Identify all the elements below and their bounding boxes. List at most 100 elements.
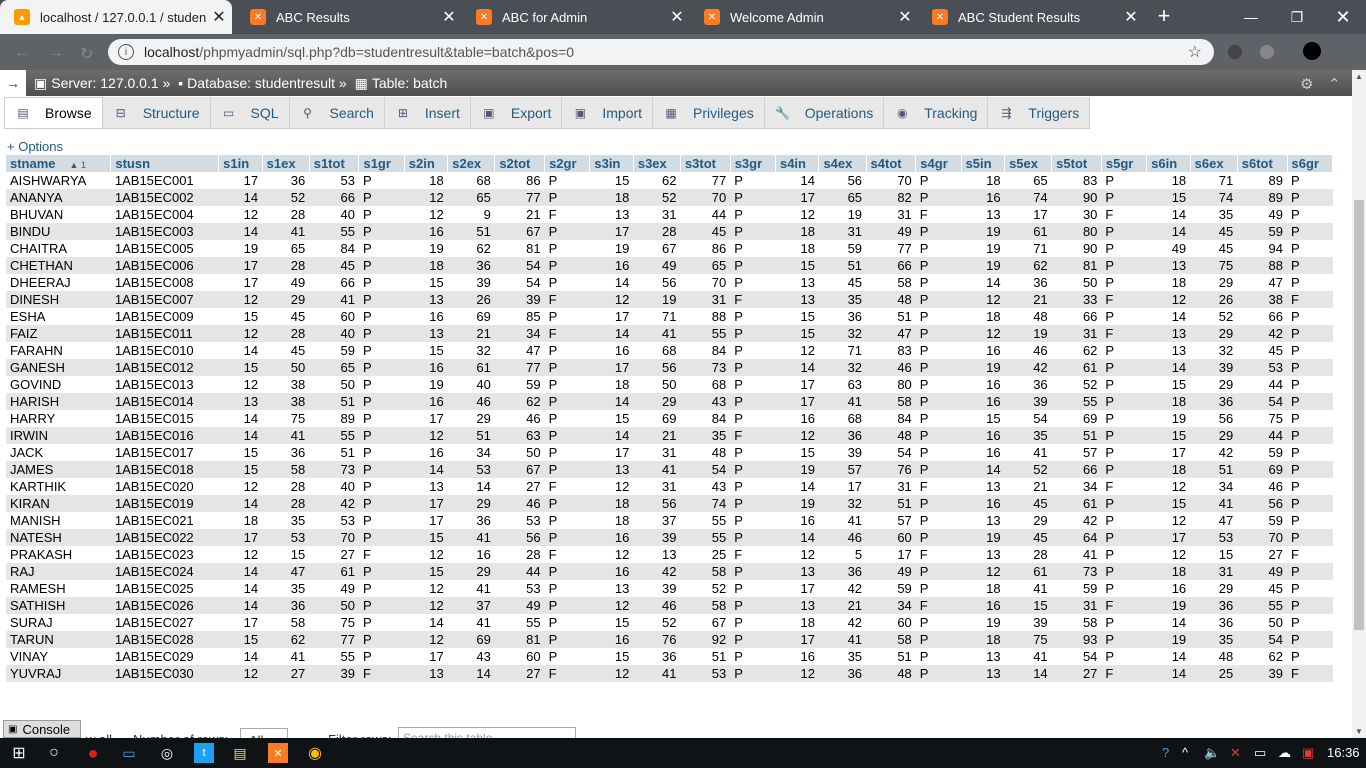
cell-s2ex[interactable]: 26 [447, 291, 495, 308]
cell-s5in[interactable]: 19 [961, 257, 1005, 274]
cell-stname[interactable]: VINAY [6, 648, 111, 665]
cell-s5in[interactable]: 12 [961, 563, 1005, 580]
cell-s6ex[interactable]: 25 [1190, 665, 1238, 682]
cell-s4ex[interactable]: 5 [818, 546, 867, 563]
cell-s1gr[interactable]: P [358, 359, 405, 376]
column-header-s1gr[interactable]: s1gr [358, 155, 405, 172]
cell-s1in[interactable]: 12 [218, 546, 263, 563]
cell-s5ex[interactable]: 41 [1004, 580, 1052, 597]
cell-stname[interactable]: GANESH [6, 359, 111, 376]
cell-s1in[interactable]: 12 [218, 376, 263, 393]
cell-s2tot[interactable]: 50 [494, 444, 545, 461]
cell-s5ex[interactable]: 17 [1004, 206, 1052, 223]
cell-s4gr[interactable]: P [915, 393, 962, 410]
tab-privileges[interactable]: ▦ Privileges [653, 97, 765, 128]
cell-s5tot[interactable]: 90 [1051, 189, 1102, 206]
cell-stname[interactable]: GOVIND [6, 376, 111, 393]
cell-s3gr[interactable]: P [730, 563, 776, 580]
cell-s3ex[interactable]: 28 [633, 223, 681, 240]
cell-s4ex[interactable]: 32 [818, 325, 867, 342]
cell-s5gr[interactable]: P [1101, 563, 1147, 580]
cell-s5in[interactable]: 13 [961, 665, 1005, 682]
cell-s5gr[interactable]: P [1101, 393, 1147, 410]
cell-s1tot[interactable]: 59 [309, 342, 359, 359]
column-header-s4in[interactable]: s4in [775, 155, 820, 172]
cell-s1tot[interactable]: 55 [309, 648, 359, 665]
table-row[interactable]: MANISH 1AB15EC021 18 35 53 P 17 36 53 P 18 37 55 P 16 4… [6, 512, 1333, 529]
cell-s2ex[interactable]: 32 [447, 342, 495, 359]
cell-s4ex[interactable]: 46 [818, 529, 867, 546]
cell-s2gr[interactable]: P [544, 444, 590, 461]
cell-s4gr[interactable]: P [915, 580, 962, 597]
cell-s4tot[interactable]: 54 [866, 444, 916, 461]
cell-s1tot[interactable]: 45 [309, 257, 359, 274]
column-header-s6tot[interactable]: s6tot [1237, 155, 1288, 172]
cell-s1ex[interactable]: 36 [262, 444, 310, 461]
cell-s4in[interactable]: 12 [775, 546, 819, 563]
cortana-icon[interactable]: ○ [49, 744, 59, 761]
cell-s1ex[interactable]: 75 [262, 410, 310, 427]
cell-s6tot[interactable]: 47 [1237, 274, 1288, 291]
cell-s2tot[interactable]: 34 [494, 325, 545, 342]
cell-s6in[interactable]: 18 [1146, 274, 1191, 291]
battery-icon[interactable]: ▭ [1254, 745, 1267, 760]
cell-s5ex[interactable]: 52 [1004, 461, 1052, 478]
cell-s4tot[interactable]: 47 [866, 325, 916, 342]
cell-s2in[interactable]: 14 [404, 614, 448, 631]
table-row[interactable]: ANANYA 1AB15EC002 14 52 66 P 12 65 77 P 18 52 70 P 17 6… [6, 189, 1333, 206]
cell-s4in[interactable]: 15 [775, 325, 819, 342]
table-row[interactable]: CHAITRA 1AB15EC005 19 65 84 P 19 62 81 P 19 67 86 P 18… [6, 240, 1333, 257]
cell-s1tot[interactable]: 75 [309, 614, 359, 631]
close-tab-icon[interactable]: ✕ [212, 9, 226, 26]
cell-s3ex[interactable]: 41 [633, 461, 681, 478]
cell-s4ex[interactable]: 36 [818, 427, 867, 444]
table-row[interactable]: SURAJ 1AB15EC027 17 58 75 P 14 41 55 P 15 52 67 P 18 42… [6, 614, 1333, 631]
cell-s3in[interactable]: 12 [589, 546, 634, 563]
antivirus-icon[interactable]: ▣ [1302, 745, 1315, 760]
cell-s3in[interactable]: 14 [589, 325, 634, 342]
cell-s1gr[interactable]: P [358, 172, 405, 189]
cell-s2in[interactable]: 17 [404, 648, 448, 665]
cell-s6in[interactable]: 19 [1146, 597, 1191, 614]
table-row[interactable]: SATHISH 1AB15EC026 14 36 50 P 12 37 49 P 12 46 58 P 13… [6, 597, 1333, 614]
cell-s4tot[interactable]: 49 [866, 223, 916, 240]
cell-s5tot[interactable]: 62 [1051, 342, 1102, 359]
cell-s6ex[interactable]: 48 [1190, 648, 1238, 665]
cell-s6in[interactable]: 17 [1146, 529, 1191, 546]
cell-s4ex[interactable]: 19 [818, 206, 867, 223]
table-row[interactable]: KARTHIK 1AB15EC020 12 28 40 P 13 14 27 F 12 31 43 P 14… [6, 478, 1333, 495]
table-row[interactable]: FARAHN 1AB15EC010 14 45 59 P 15 32 47 P 16 68 84 P 12 7… [6, 342, 1333, 359]
cell-s3tot[interactable]: 73 [680, 359, 731, 376]
cell-s2gr[interactable]: P [544, 495, 590, 512]
table-row[interactable]: JAMES 1AB15EC018 15 58 73 P 14 53 67 P 13 41 54 P 19 57… [6, 461, 1333, 478]
cell-s3tot[interactable]: 84 [680, 342, 731, 359]
table-row[interactable]: CHETHAN 1AB15EC006 17 28 45 P 18 36 54 P 16 49 65 P 15… [6, 257, 1333, 274]
back-icon[interactable]: ← [14, 44, 30, 61]
cell-s5tot[interactable]: 31 [1051, 597, 1102, 614]
cell-s6tot[interactable]: 44 [1237, 427, 1288, 444]
cell-s1tot[interactable]: 55 [309, 427, 359, 444]
cell-s2ex[interactable]: 16 [447, 546, 495, 563]
cell-s6tot[interactable]: 50 [1237, 614, 1288, 631]
cell-s5in[interactable]: 16 [961, 393, 1005, 410]
cell-s6tot[interactable]: 42 [1237, 325, 1288, 342]
cell-s6ex[interactable]: 42 [1190, 444, 1238, 461]
cell-s2ex[interactable]: 65 [447, 189, 495, 206]
cell-s2tot[interactable]: 67 [494, 461, 545, 478]
cell-s6ex[interactable]: 36 [1190, 614, 1238, 631]
column-header-s3ex[interactable]: s3ex [633, 155, 681, 172]
cell-s6ex[interactable]: 31 [1190, 563, 1238, 580]
cell-s3gr[interactable]: P [730, 189, 776, 206]
cell-s6gr[interactable]: P [1287, 478, 1333, 495]
cell-s1in[interactable]: 14 [218, 648, 263, 665]
cell-s1in[interactable]: 15 [218, 444, 263, 461]
cell-s1in[interactable]: 14 [218, 427, 263, 444]
cell-stname[interactable]: IRWIN [6, 427, 111, 444]
cell-s1gr[interactable]: P [358, 495, 405, 512]
cell-s1in[interactable]: 19 [218, 240, 263, 257]
cell-s4in[interactable]: 14 [775, 478, 819, 495]
cell-s6gr[interactable]: F [1287, 546, 1333, 563]
cell-s2gr[interactable]: P [544, 427, 590, 444]
cell-s2gr[interactable]: F [544, 325, 590, 342]
cell-s4ex[interactable]: 51 [818, 257, 867, 274]
